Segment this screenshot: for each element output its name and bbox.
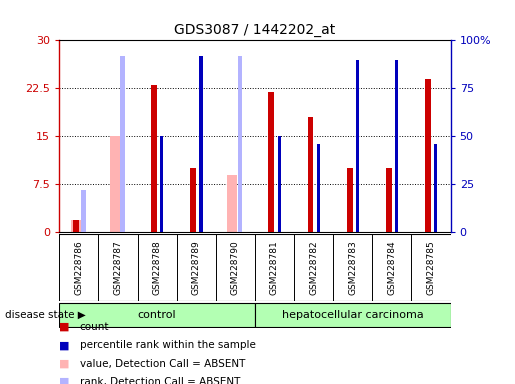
Bar (434, 144, 437, 232)
Text: ■: ■ (59, 359, 70, 369)
Text: control: control (138, 310, 176, 320)
Text: rank, Detection Call = ABSENT: rank, Detection Call = ABSENT (80, 377, 240, 384)
Text: GSM228788: GSM228788 (152, 240, 162, 295)
Bar (199, 56, 202, 232)
Bar (356, 60, 359, 232)
Text: GSM228790: GSM228790 (231, 240, 240, 295)
Text: GSM228783: GSM228783 (348, 240, 357, 295)
Text: GSM228785: GSM228785 (426, 240, 436, 295)
Text: ■: ■ (59, 322, 70, 332)
Text: GSM228784: GSM228784 (387, 240, 397, 295)
Bar (151, 85, 157, 232)
Bar (160, 136, 163, 232)
Bar (110, 136, 119, 232)
Title: GDS3087 / 1442202_at: GDS3087 / 1442202_at (174, 23, 336, 36)
FancyBboxPatch shape (59, 303, 255, 327)
Bar (190, 168, 196, 232)
Bar (317, 144, 320, 232)
Bar (278, 136, 281, 232)
FancyBboxPatch shape (255, 303, 451, 327)
Bar (81, 190, 86, 232)
Bar (238, 56, 243, 232)
Bar (227, 175, 237, 232)
Text: GSM228787: GSM228787 (113, 240, 123, 295)
Bar (121, 56, 125, 232)
Text: count: count (80, 322, 109, 332)
Text: percentile rank within the sample: percentile rank within the sample (80, 340, 256, 350)
Bar (425, 79, 431, 232)
Bar (268, 91, 274, 232)
Text: GSM228781: GSM228781 (270, 240, 279, 295)
Text: disease state ▶: disease state ▶ (5, 310, 86, 320)
Bar (347, 168, 353, 232)
Bar (386, 168, 392, 232)
Text: ■: ■ (59, 340, 70, 350)
Text: ■: ■ (59, 377, 70, 384)
Text: GSM228782: GSM228782 (309, 240, 318, 295)
Bar (395, 60, 398, 232)
Bar (307, 117, 314, 232)
Text: GSM228786: GSM228786 (74, 240, 83, 295)
Text: hepatocellular carcinoma: hepatocellular carcinoma (282, 310, 424, 320)
Bar (71, 220, 80, 232)
Text: GSM228789: GSM228789 (192, 240, 201, 295)
Bar (73, 220, 79, 232)
Text: value, Detection Call = ABSENT: value, Detection Call = ABSENT (80, 359, 245, 369)
